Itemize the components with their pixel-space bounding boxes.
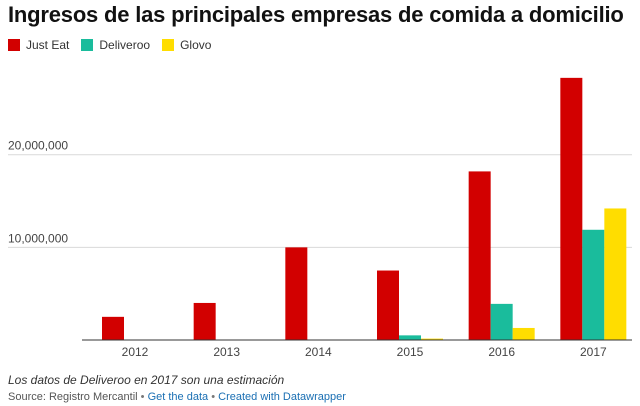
legend-item-just-eat: Just Eat bbox=[8, 38, 69, 52]
bar-just-eat-2013 bbox=[193, 302, 216, 340]
bars-group bbox=[102, 77, 627, 340]
legend-label-just-eat: Just Eat bbox=[26, 38, 70, 52]
bar-just-eat-2014 bbox=[285, 247, 308, 340]
get-data-link[interactable]: Get the data bbox=[147, 391, 209, 403]
separator-dot: • bbox=[211, 391, 216, 403]
bar-just-eat-2015 bbox=[377, 270, 399, 340]
footnote: Los datos de Deliveroo en 2017 son una e… bbox=[8, 373, 285, 387]
gridlines: 10,000,000 20,000,000 bbox=[8, 139, 632, 248]
separator-dot: • bbox=[140, 391, 145, 403]
chart-title: Ingresos de las principales empresas de … bbox=[8, 2, 624, 27]
bar-glovo-2016 bbox=[512, 327, 535, 340]
y-tick-label: 20,000,000 bbox=[8, 139, 68, 153]
legend-item-glovo: Glovo bbox=[162, 38, 211, 52]
bar-just-eat-2016 bbox=[468, 171, 491, 340]
bar-glovo-2017 bbox=[604, 208, 627, 340]
x-tick-label: 2012 bbox=[122, 345, 149, 359]
legend-swatch-glovo bbox=[162, 39, 175, 51]
x-tick-label: 2017 bbox=[580, 345, 607, 359]
x-tick-label: 2013 bbox=[213, 345, 240, 359]
x-tick-label: 2016 bbox=[488, 345, 515, 359]
bar-deliveroo-2015 bbox=[399, 335, 421, 340]
bar-glovo-2015 bbox=[421, 338, 443, 340]
source-line: Source: Registro Mercantil • Get the dat… bbox=[8, 391, 346, 403]
bar-deliveroo-2016 bbox=[490, 303, 513, 340]
x-tick-label: 2015 bbox=[397, 345, 424, 359]
legend-label-glovo: Glovo bbox=[180, 38, 212, 52]
legend: Just Eat Deliveroo Glovo bbox=[8, 38, 211, 52]
legend-label-deliveroo: Deliveroo bbox=[99, 38, 151, 52]
source-text: Source: Registro Mercantil bbox=[8, 391, 138, 403]
legend-swatch-just-eat bbox=[8, 39, 20, 51]
legend-swatch-deliveroo bbox=[81, 39, 94, 51]
x-axis: 2012 2013 2014 2015 2016 2017 bbox=[82, 339, 632, 359]
y-tick-label: 10,000,000 bbox=[8, 231, 68, 245]
bar-just-eat-2012 bbox=[102, 316, 124, 340]
bar-deliveroo-2017 bbox=[582, 229, 605, 340]
legend-item-deliveroo: Deliveroo bbox=[81, 38, 150, 52]
x-tick-label: 2014 bbox=[305, 345, 332, 359]
bar-just-eat-2017 bbox=[560, 77, 583, 340]
datawrapper-link[interactable]: Created with Datawrapper bbox=[218, 391, 346, 403]
